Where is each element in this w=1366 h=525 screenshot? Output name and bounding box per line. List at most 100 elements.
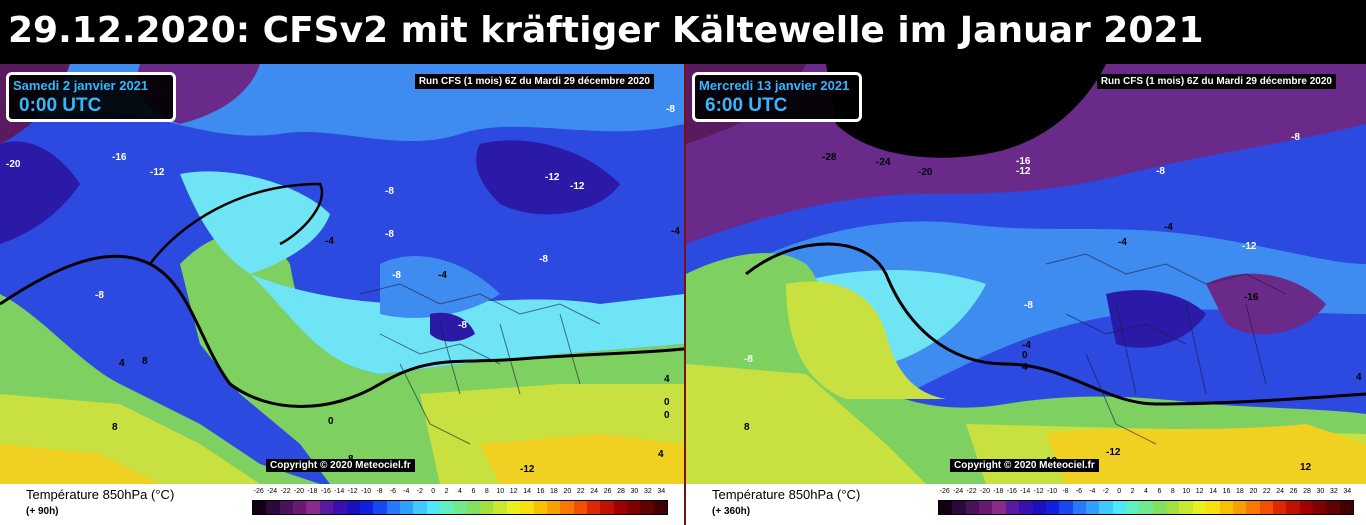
scale-tick-label: 16 xyxy=(536,488,545,495)
scale-swatch xyxy=(586,501,601,514)
scale-tick-label: 4 xyxy=(458,488,462,495)
scale-tick-label: 2 xyxy=(444,488,449,495)
scale-tick-label: 2 xyxy=(1130,488,1135,495)
legend-title: Température 850hPa (°C) xyxy=(712,487,861,502)
scale-tick-label: -26 xyxy=(939,488,950,495)
run-label: Run CFS (1 mois) 6Z du Mardi 29 décembre… xyxy=(414,74,654,89)
scale-swatch xyxy=(939,501,953,514)
scale-bar xyxy=(252,500,668,515)
scale-tick-label: 18 xyxy=(550,488,558,495)
scale-swatch xyxy=(1139,501,1153,514)
temperature-map-right xyxy=(686,64,1366,484)
scale-swatch xyxy=(440,501,454,514)
date-box: Samedi 2 janvier 2021 0:00 UTC xyxy=(6,72,176,122)
scale-swatch xyxy=(413,501,427,514)
scale-tick-label: -24 xyxy=(953,488,964,495)
isotherm-label: -20 xyxy=(918,167,933,178)
isotherm-label: 0 xyxy=(664,397,670,408)
scale-tick-label: -6 xyxy=(389,488,397,495)
isotherm-label: -12 xyxy=(1016,166,1031,177)
scale-tick-label: -16 xyxy=(1006,488,1017,495)
isotherm-label: -8 xyxy=(1024,300,1033,311)
scale-tick-label: 6 xyxy=(1157,488,1162,495)
date-box: Mercredi 13 janvier 2021 6:00 UTC xyxy=(692,72,862,122)
scale-swatch xyxy=(1045,501,1060,514)
isotherm-label: 4 xyxy=(1356,372,1362,383)
scale-tick-label: -24 xyxy=(267,488,278,495)
scale-bar xyxy=(938,500,1354,515)
temperature-map-right-graphic xyxy=(686,64,1366,484)
isotherm-label: 4 xyxy=(119,358,125,369)
scale-swatch xyxy=(1232,501,1247,514)
scale-tick-label: 6 xyxy=(471,488,476,495)
scale-tick-label: -12 xyxy=(347,488,358,495)
scale-tick-label: 18 xyxy=(1236,488,1244,495)
scale-tick-label: 4 xyxy=(1144,488,1148,495)
scale-swatch xyxy=(1246,501,1260,514)
scale-swatch xyxy=(1179,501,1193,514)
isotherm-label: -8 xyxy=(95,290,104,301)
scale-tick-label: 10 xyxy=(1182,488,1191,495)
scale-tick-label: -18 xyxy=(307,488,318,495)
scale-swatch xyxy=(1059,501,1073,514)
scale-swatch xyxy=(600,501,614,514)
isotherm-label: -12 xyxy=(1106,447,1121,458)
scale-swatch xyxy=(653,501,668,514)
run-label: Run CFS (1 mois) 6Z du Mardi 29 décembre… xyxy=(1096,74,1336,89)
scale-tick-label: -8 xyxy=(1062,488,1069,495)
scale-tick-label: 28 xyxy=(1303,488,1311,495)
isotherm-label: -16 xyxy=(112,152,127,163)
scale-tick-label: -20 xyxy=(979,488,991,495)
scale-tick-label: -8 xyxy=(376,488,383,495)
scale-swatch xyxy=(1286,501,1300,514)
scale-swatch xyxy=(1152,501,1167,514)
scale-swatch xyxy=(992,501,1006,514)
scale-swatch xyxy=(952,501,966,514)
scale-swatch xyxy=(1339,501,1354,514)
scale-swatch xyxy=(426,501,441,514)
scale-tick-label: -18 xyxy=(993,488,1004,495)
scale-swatch xyxy=(506,501,521,514)
scale-tick-label: 32 xyxy=(643,488,652,495)
scale-tick-label: 14 xyxy=(1209,488,1217,495)
isotherm-label: 4 xyxy=(664,374,670,385)
copyright-label: Copyright © 2020 Meteociel.fr xyxy=(266,459,415,472)
forecast-time: 6:00 UTC xyxy=(705,95,788,116)
scale-tick-label: -10 xyxy=(1047,488,1058,495)
isotherm-label: -8 xyxy=(1291,132,1300,143)
isotherm-label: 0 xyxy=(1022,350,1028,361)
scale-swatch xyxy=(346,501,360,514)
scale-tick-label: 0 xyxy=(431,488,436,495)
scale-swatch xyxy=(1112,501,1127,514)
scale-tick-label: 30 xyxy=(630,488,639,495)
isotherm-label: -8 xyxy=(539,254,548,265)
scale-swatch xyxy=(1313,501,1327,514)
scale-swatch xyxy=(293,501,307,514)
isotherm-label: -8 xyxy=(458,320,467,331)
scale-swatch xyxy=(1085,501,1100,514)
scale-tick-label: 24 xyxy=(590,488,599,495)
isotherm-label: -8 xyxy=(385,186,394,197)
forecast-horizon: (+ 90h) xyxy=(26,506,59,517)
temperature-map-left-graphic xyxy=(0,64,684,484)
scale-swatch xyxy=(1259,501,1273,514)
scale-tick-label: 16 xyxy=(1222,488,1231,495)
scale-swatch xyxy=(1072,501,1086,514)
forecast-horizon: (+ 360h) xyxy=(712,506,751,517)
isotherm-label: -8 xyxy=(666,104,675,115)
isotherm-label: -4 xyxy=(671,226,680,237)
scale-swatch xyxy=(560,501,574,514)
scale-swatch xyxy=(399,501,414,514)
scale-tick-label: -14 xyxy=(1020,488,1031,495)
isotherm-label: -12 xyxy=(520,464,535,475)
scale-swatch xyxy=(1192,501,1207,514)
isotherm-label: 4 xyxy=(658,449,664,460)
scale-tick-label: 34 xyxy=(657,488,666,495)
scale-tick-label: 22 xyxy=(576,488,585,495)
scale-tick-label: 30 xyxy=(1316,488,1325,495)
isotherm-label: -8 xyxy=(1156,166,1165,177)
scale-swatch xyxy=(640,501,654,514)
scale-swatch xyxy=(573,501,587,514)
header-banner: 29.12.2020: CFSv2 mit kräftiger Kältewel… xyxy=(0,0,1366,64)
scale-tick-label: 26 xyxy=(1289,488,1298,495)
